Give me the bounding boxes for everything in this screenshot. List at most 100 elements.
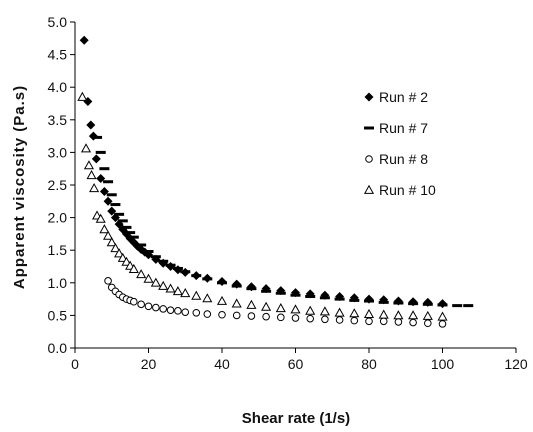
data-point xyxy=(290,304,301,314)
y-tick-label: 0.0 xyxy=(48,340,68,356)
data-point xyxy=(437,303,448,307)
data-point xyxy=(150,255,161,259)
data-point xyxy=(408,310,419,320)
data-point xyxy=(202,277,213,281)
data-point xyxy=(143,273,154,283)
legend-label: Run # 2 xyxy=(379,89,428,105)
data-point xyxy=(261,289,272,293)
data-point xyxy=(334,307,345,317)
data-point xyxy=(231,284,242,288)
data-point xyxy=(96,173,106,183)
data-point xyxy=(319,296,330,300)
data-point xyxy=(365,317,373,326)
data-point xyxy=(158,259,169,263)
data-point xyxy=(246,299,257,309)
x-tick-label: 80 xyxy=(361,356,377,372)
data-point xyxy=(103,180,114,184)
series-3 xyxy=(104,277,447,328)
data-point xyxy=(99,187,109,197)
legend-label: Run # 7 xyxy=(379,120,428,136)
y-tick-label: 5.0 xyxy=(48,14,68,30)
data-point xyxy=(174,307,182,315)
legend-label: Run # 10 xyxy=(379,182,436,198)
data-point xyxy=(165,283,176,293)
data-point xyxy=(350,316,359,325)
y-tick-label: 1.0 xyxy=(48,275,68,291)
data-point xyxy=(77,91,88,101)
data-point xyxy=(290,293,301,297)
data-point xyxy=(91,154,101,164)
data-point xyxy=(262,312,270,321)
data-point xyxy=(379,317,388,326)
data-point xyxy=(143,250,154,254)
data-point xyxy=(409,318,417,327)
data-point xyxy=(452,304,463,308)
data-point xyxy=(422,310,433,320)
data-point xyxy=(92,135,103,139)
data-point xyxy=(463,304,474,308)
data-point xyxy=(99,224,110,234)
data-point xyxy=(180,270,191,274)
y-tick-label: 2.0 xyxy=(48,210,68,226)
y-tick-label: 4.5 xyxy=(48,47,68,63)
data-point xyxy=(393,310,404,320)
series-4 xyxy=(77,91,448,321)
x-tick-label: 60 xyxy=(288,356,304,372)
y-tick-label: 1.5 xyxy=(48,242,68,258)
data-point xyxy=(192,308,201,317)
data-point xyxy=(232,311,241,320)
data-point xyxy=(121,256,132,266)
legend: Run # 2 Run # 7 Run # 8 Run # 10 xyxy=(363,89,436,198)
data-point xyxy=(136,243,147,247)
data-point xyxy=(291,314,300,322)
data-point xyxy=(424,319,432,328)
data-point xyxy=(203,310,212,318)
data-point xyxy=(378,309,389,319)
data-point xyxy=(364,299,374,303)
data-point xyxy=(114,212,125,216)
x-axis-ticks: 0 20 40 60 80 100 120 xyxy=(71,348,528,372)
data-point xyxy=(319,306,330,316)
data-point xyxy=(277,313,285,322)
y-tick-label: 2.5 xyxy=(48,177,68,193)
data-point xyxy=(106,193,117,197)
data-point xyxy=(305,305,316,315)
x-tick-label: 100 xyxy=(431,356,455,372)
data-point xyxy=(275,291,286,295)
series-2 xyxy=(92,135,474,308)
data-point xyxy=(437,311,448,321)
legend-marker xyxy=(364,126,374,130)
y-tick-label: 0.5 xyxy=(48,307,68,323)
data-point xyxy=(191,290,202,300)
data-point xyxy=(231,298,242,308)
data-point xyxy=(95,213,106,223)
legend-marker xyxy=(365,155,373,163)
data-point xyxy=(128,263,139,273)
x-axis-title: Shear rate (1/s) xyxy=(242,410,350,427)
data-point xyxy=(103,230,114,240)
data-point xyxy=(349,308,360,318)
data-point xyxy=(394,318,403,326)
data-point xyxy=(334,297,345,301)
data-point xyxy=(378,300,389,304)
data-point xyxy=(247,312,256,320)
data-point xyxy=(306,314,315,323)
data-point xyxy=(438,320,447,328)
y-axis-title: Apparent viscosity (Pa.s) xyxy=(11,85,28,289)
legend-marker xyxy=(364,92,374,102)
plot-area xyxy=(77,35,474,328)
data-point xyxy=(137,300,145,309)
data-point xyxy=(172,266,183,270)
data-point xyxy=(110,243,121,253)
data-point xyxy=(95,150,106,154)
data-point xyxy=(191,274,202,278)
data-point xyxy=(393,301,404,305)
data-point xyxy=(246,287,257,291)
data-point xyxy=(172,286,183,296)
data-point xyxy=(125,231,136,235)
data-point xyxy=(363,308,375,318)
legend-label: Run # 8 xyxy=(379,151,428,167)
x-tick-label: 0 xyxy=(71,356,79,372)
data-point xyxy=(305,294,316,298)
data-point xyxy=(181,308,190,316)
